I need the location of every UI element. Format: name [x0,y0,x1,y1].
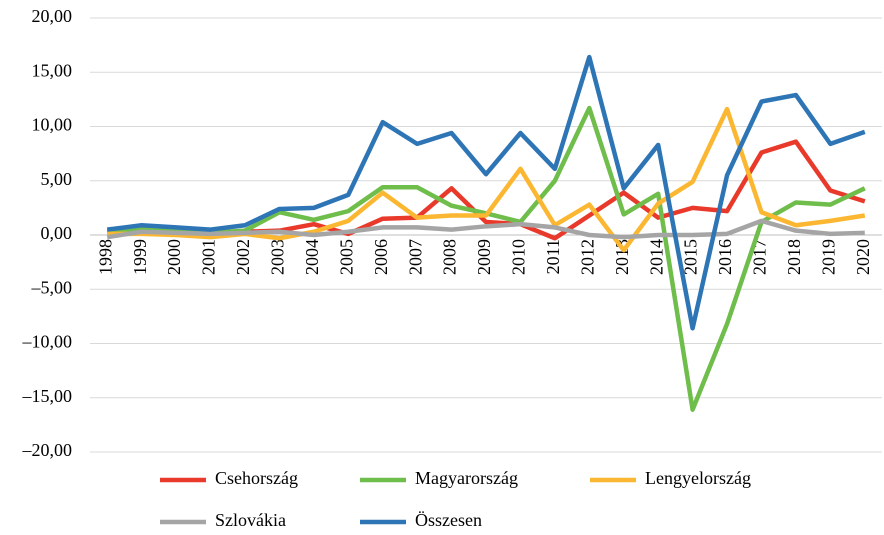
legend-label: Magyarország [415,468,518,488]
x-tick-label: 2005 [336,239,356,275]
legend-label: Lengyelország [645,468,751,488]
x-tick-label: 2000 [164,239,184,275]
x-tick-label: 2001 [199,239,219,275]
y-tick-label: –20,00 [22,440,73,460]
y-tick-label: –5,00 [31,277,73,297]
x-tick-label: 2020 [853,239,873,275]
x-tick-label: 2007 [405,239,425,275]
x-tick-label: 2004 [302,239,322,275]
x-tick-label: 2011 [543,239,563,274]
x-tick-label: 1998 [95,239,115,275]
y-tick-label: 15,00 [32,60,73,80]
x-tick-label: 2009 [474,239,494,275]
x-tick-label: 2002 [233,239,253,275]
x-tick-label: 2012 [577,239,597,275]
x-tick-label: 2008 [440,239,460,275]
line [106,218,865,240]
x-tick-label: 2018 [784,239,804,275]
y-tick-label: 20,00 [32,6,73,26]
x-tick-label: 2006 [371,239,391,275]
x-tick-label: 1999 [130,239,150,275]
legend-label: Csehország [215,468,298,488]
x-tick-label: 2010 [509,239,529,275]
y-tick-label: –15,00 [22,386,73,406]
y-tick-label: 10,00 [32,115,73,135]
y-tick-label: –10,00 [22,332,73,352]
x-tick-label: 2015 [681,239,701,275]
x-tick-label: 2016 [715,239,735,275]
legend-label: Összesen [415,510,482,530]
y-tick-label: 0,00 [41,223,73,243]
line [106,54,866,331]
legend-label: Szlovákia [215,510,286,530]
x-tick-label: 2014 [646,239,666,275]
y-tick-label: 5,00 [41,169,73,189]
x-tick-label: 2019 [818,239,838,275]
x-tick-label: 2003 [268,239,288,275]
